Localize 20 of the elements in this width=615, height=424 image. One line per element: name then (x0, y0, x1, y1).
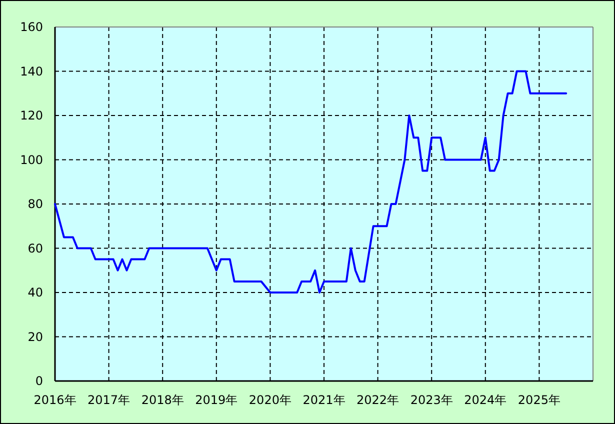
y-tick-label: 60 (28, 241, 43, 256)
x-tick-label: 2021年 (302, 393, 346, 407)
x-tick-label: 2023年 (410, 393, 453, 407)
x-tick-label: 2020年 (248, 393, 292, 407)
y-tick-label: 120 (20, 108, 43, 122)
line-series (54, 70, 568, 294)
y-tick-label: 0 (35, 374, 43, 388)
y-tick-label: 40 (28, 286, 43, 300)
y-tick-label: 80 (28, 197, 43, 211)
x-tick-label: 2024年 (464, 393, 507, 407)
x-tick-label: 2019年 (195, 393, 238, 407)
x-tick-label: 2025年 (518, 393, 560, 407)
x-tick-label: 2016年 (34, 393, 76, 407)
y-tick-label: 100 (20, 152, 43, 167)
x-tick-label: 2022年 (356, 393, 400, 407)
y-tick-label: 20 (28, 330, 43, 344)
x-tick-label: 2017年 (88, 393, 130, 407)
y-tick-label: 140 (20, 64, 43, 78)
x-tick-label: 2018年 (141, 393, 184, 407)
y-tick-label: 160 (20, 20, 43, 34)
